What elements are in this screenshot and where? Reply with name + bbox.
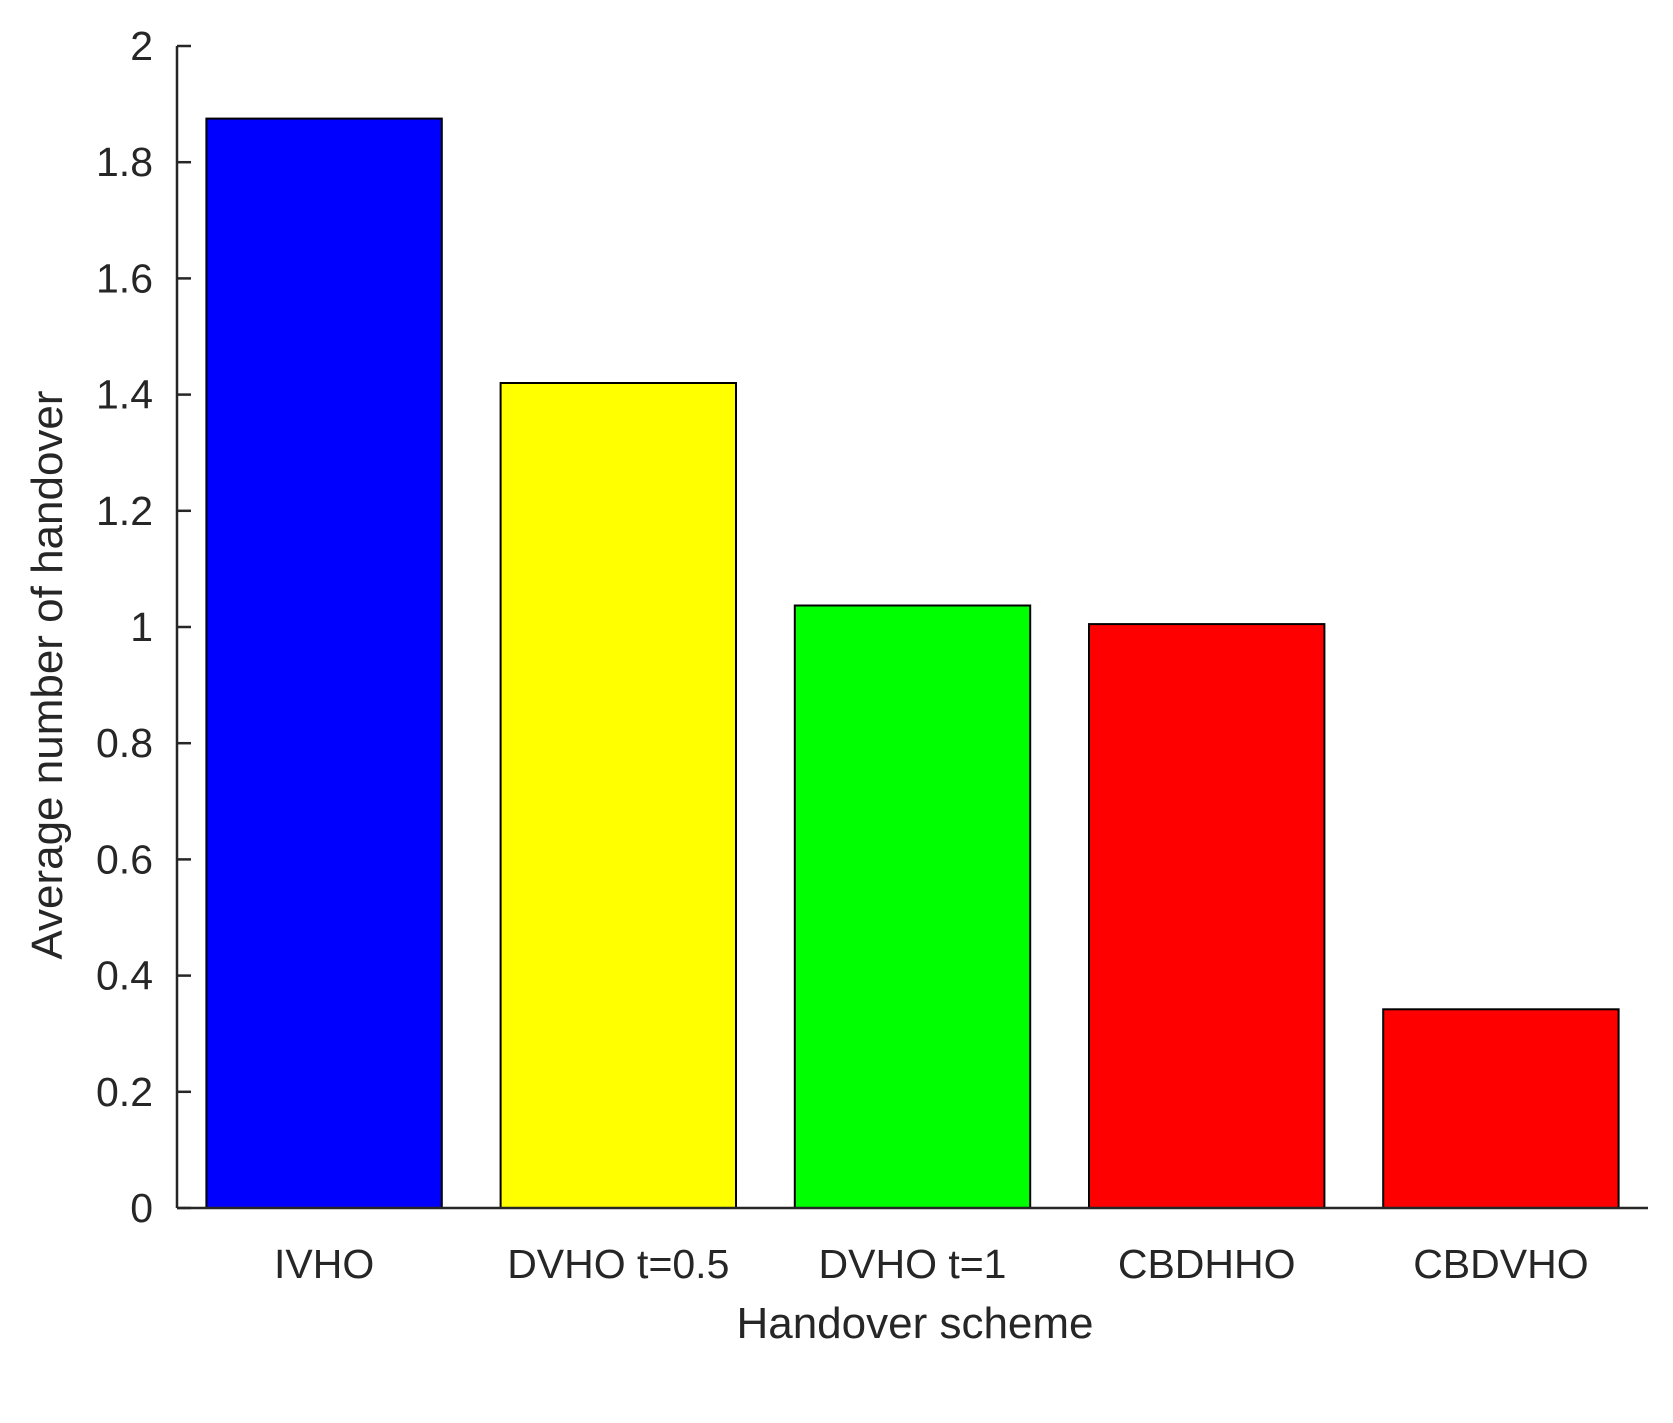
y-tick-label: 0: [130, 1185, 153, 1231]
y-tick-label: 0.4: [96, 953, 153, 999]
y-axis-title: Average number of handover: [23, 390, 72, 959]
x-axis-title: Handover scheme: [736, 1299, 1093, 1348]
bar-ivho: [205, 117, 443, 1210]
bar-dvho-t-1: [793, 604, 1032, 1209]
y-tick-label: 2: [130, 23, 153, 69]
bars-layer: [205, 117, 1620, 1210]
y-tick-label: 1.6: [96, 255, 153, 301]
bar-cbdvho: [1382, 1008, 1620, 1209]
bar-cbdhho: [1088, 623, 1326, 1209]
y-tick-label: 0.2: [96, 1069, 153, 1115]
y-tick-label: 0.6: [96, 836, 153, 882]
y-tick-label: 1.8: [96, 139, 153, 185]
y-tick-label: 1.4: [96, 372, 153, 418]
y-tick-label: 0.8: [96, 720, 153, 766]
x-tick-label: CBDVHO: [1413, 1241, 1588, 1287]
x-tick-label: IVHO: [274, 1241, 374, 1287]
y-tick-label: 1: [130, 604, 153, 650]
x-tick-label: DVHO t=1: [819, 1241, 1007, 1287]
bar-dvho-t-0-5: [499, 382, 737, 1209]
x-tick-label: DVHO t=0.5: [507, 1241, 729, 1287]
y-tick-label: 1.2: [96, 488, 153, 534]
x-tick-label: CBDHHO: [1118, 1241, 1296, 1287]
axes-layer: IVHO DVHO t=0.5 DVHO t=1 CBDHHO CBDVHO 0 0.2 0.…: [96, 23, 1648, 1287]
